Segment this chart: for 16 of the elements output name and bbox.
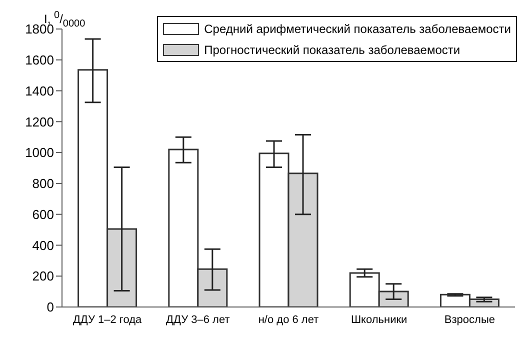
x-tick-label: ДДУ 1–2 года <box>72 314 143 326</box>
x-tick-label: ДДУ 3–6 лет <box>166 314 230 326</box>
x-tick-label: Взрослые <box>444 314 495 326</box>
y-tick-label: 600 <box>32 206 54 222</box>
legend-label: Средний арифметический показатель заболеваемости <box>204 22 511 36</box>
y-tick-label: 1600 <box>25 52 54 68</box>
y-tick-label: 800 <box>32 176 54 192</box>
y-tick-label: 200 <box>32 268 54 284</box>
legend-label: Прогностический показатель заболеваемости <box>204 42 460 56</box>
y-tick-label: 1000 <box>25 145 54 160</box>
x-tick-label: Школьники <box>350 314 408 326</box>
y-tick-label: 400 <box>32 238 54 253</box>
y-tick-label: 1400 <box>25 83 54 98</box>
x-tick-label: н/о до 6 лет <box>258 314 319 326</box>
y-tick-label: 1200 <box>25 114 54 130</box>
y-tick-label: 0 <box>46 300 54 315</box>
